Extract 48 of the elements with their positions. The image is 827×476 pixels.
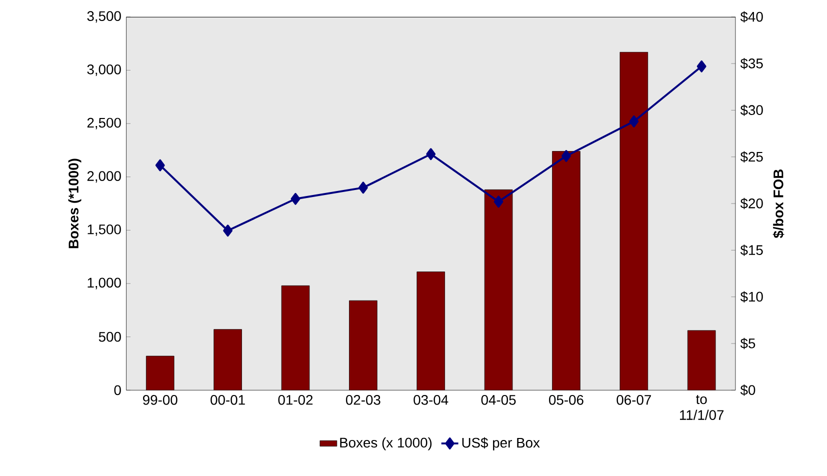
x-tick-label: 01-02 — [278, 395, 313, 405]
bar — [484, 190, 512, 390]
point — [696, 60, 706, 72]
point — [629, 116, 639, 128]
bar — [416, 272, 445, 390]
y-axis-title: Boxes (*1000) — [68, 158, 82, 248]
y-tick-label: 3,000 — [87, 64, 121, 76]
y-tick-label: 1,000 — [88, 278, 121, 290]
x-tick-label: 00-01 — [210, 395, 245, 405]
bar — [552, 151, 580, 390]
point — [155, 159, 165, 172]
x-tick-label: 02-03 — [346, 395, 380, 405]
point — [223, 224, 233, 237]
y-tick-label: 1,500 — [88, 224, 121, 236]
legend-label: Boxes (x 1000) — [340, 437, 432, 450]
y-tick-label: 2,000 — [87, 171, 121, 183]
y-tick-label: 0 — [114, 385, 121, 396]
point — [290, 193, 300, 205]
point — [426, 148, 436, 160]
point — [358, 182, 368, 194]
y-tick-label: 500 — [98, 332, 121, 342]
x-tick-label: 03-04 — [414, 395, 448, 405]
bar — [214, 329, 242, 390]
x-tick-label: 06-07 — [616, 395, 651, 405]
y2-tick-label: $30 — [740, 104, 763, 116]
bar — [349, 300, 378, 390]
bar — [687, 330, 716, 390]
x-tick-label: 99-00 — [143, 395, 178, 405]
y2-tick-label: $40 — [740, 11, 763, 23]
y-tick-label: 3,500 — [87, 11, 121, 23]
bar — [282, 286, 310, 390]
y2-tick-label: $0 — [740, 384, 756, 396]
x-tick-label: to 11/1/07 — [680, 395, 724, 420]
y2-tick-label: $15 — [740, 244, 763, 256]
x-tick-label: 05-06 — [549, 395, 584, 405]
x-tick-label: 04-05 — [481, 395, 516, 405]
bar — [620, 52, 648, 390]
y2-tick-label: $5 — [740, 338, 756, 350]
y2-tick-label: $10 — [740, 291, 763, 303]
y2-tick-label: $25 — [740, 151, 763, 163]
bar — [146, 356, 174, 390]
y2-tick-label: $20 — [740, 198, 763, 210]
y2-axis-title: $/box FOB — [772, 170, 784, 238]
y-tick-label: 2,500 — [87, 118, 121, 130]
point — [494, 196, 504, 208]
y2-tick-label: $35 — [740, 58, 763, 70]
point — [562, 150, 571, 162]
legend-label: US$ per Box — [462, 437, 540, 451]
